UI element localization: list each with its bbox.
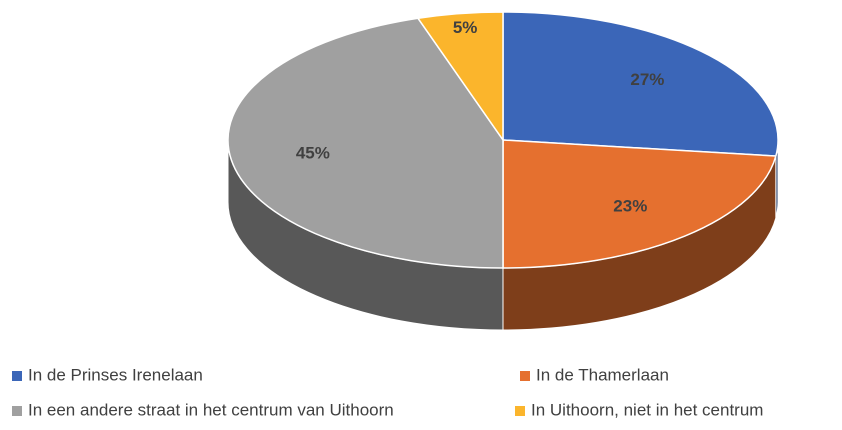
data-label: 5% <box>453 18 478 37</box>
legend-label: In een andere straat in het centrum van … <box>28 400 394 419</box>
legend-swatch <box>515 406 525 416</box>
pie-slice <box>502 11 779 157</box>
legend-label: In de Thamerlaan <box>536 365 669 384</box>
data-label: 27% <box>630 70 664 89</box>
data-label: 23% <box>613 197 647 216</box>
legend-label: In Uithoorn, niet in het centrum <box>531 400 763 419</box>
legend-swatch <box>12 406 22 416</box>
pie-slice <box>416 11 504 143</box>
data-label: 45% <box>296 144 330 163</box>
legend-label: In de Prinses Irenelaan <box>28 365 203 384</box>
pie-slice <box>227 17 504 269</box>
pie-slice <box>502 139 777 269</box>
legend-swatch <box>12 371 22 381</box>
legend-swatch <box>520 371 530 381</box>
